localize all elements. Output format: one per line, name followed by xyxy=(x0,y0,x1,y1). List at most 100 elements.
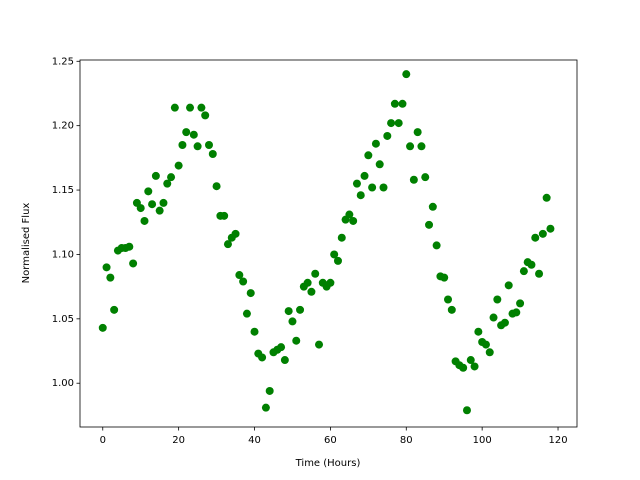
point xyxy=(531,233,540,242)
plot-frame xyxy=(79,59,578,428)
point xyxy=(504,281,513,290)
point xyxy=(265,386,274,395)
point xyxy=(368,183,377,192)
point xyxy=(106,273,115,282)
point xyxy=(421,173,430,182)
point xyxy=(356,191,365,200)
point xyxy=(136,204,145,213)
point xyxy=(220,211,229,220)
point xyxy=(186,103,195,112)
point xyxy=(398,99,407,108)
point xyxy=(474,327,483,336)
point xyxy=(129,259,138,268)
point xyxy=(246,289,255,298)
point xyxy=(345,210,354,219)
point xyxy=(485,348,494,357)
point xyxy=(512,308,521,317)
point xyxy=(204,140,213,149)
point xyxy=(493,295,502,304)
point xyxy=(375,160,384,169)
point xyxy=(371,139,380,148)
point xyxy=(394,119,403,128)
x-tick-label: 0 xyxy=(100,435,106,446)
point xyxy=(148,200,157,209)
point xyxy=(470,362,479,371)
point xyxy=(489,313,498,322)
point xyxy=(110,305,119,314)
point xyxy=(315,340,324,349)
point xyxy=(352,179,361,188)
x-tick-label: 80 xyxy=(400,435,413,446)
point xyxy=(277,343,286,352)
point xyxy=(307,287,316,296)
point xyxy=(140,216,149,225)
point xyxy=(197,103,206,112)
point xyxy=(333,256,342,265)
x-tick-label: 20 xyxy=(172,435,185,446)
point xyxy=(159,198,168,207)
point xyxy=(102,263,111,272)
point xyxy=(440,273,449,282)
point xyxy=(535,269,544,278)
point xyxy=(258,353,267,362)
point xyxy=(182,128,191,137)
point xyxy=(189,130,198,139)
x-tick-label: 40 xyxy=(248,435,261,446)
point xyxy=(311,269,320,278)
point xyxy=(364,151,373,160)
point xyxy=(417,142,426,151)
point xyxy=(516,299,525,308)
point xyxy=(284,307,293,316)
point xyxy=(379,183,388,192)
point xyxy=(167,173,176,182)
point xyxy=(428,202,437,211)
point xyxy=(98,323,107,332)
point xyxy=(462,406,471,415)
point xyxy=(390,99,399,108)
point xyxy=(432,241,441,250)
point xyxy=(330,250,339,259)
point xyxy=(459,363,468,372)
point xyxy=(303,278,312,287)
point xyxy=(261,403,270,412)
point xyxy=(406,142,415,151)
point xyxy=(208,150,217,159)
point xyxy=(292,336,301,345)
point xyxy=(360,171,369,180)
point xyxy=(288,317,297,326)
point xyxy=(235,271,244,280)
point xyxy=(280,356,289,365)
point xyxy=(201,111,210,120)
point xyxy=(231,229,240,238)
point xyxy=(326,278,335,287)
point xyxy=(387,119,396,128)
point xyxy=(296,305,305,314)
point xyxy=(250,327,259,336)
point xyxy=(542,193,551,202)
y-axis-label: Normalised Flux xyxy=(21,203,32,284)
point xyxy=(144,187,153,196)
point xyxy=(519,267,528,276)
point xyxy=(151,171,160,180)
point xyxy=(223,240,232,249)
point xyxy=(174,161,183,170)
point xyxy=(444,295,453,304)
point xyxy=(527,260,536,269)
point xyxy=(155,206,164,215)
point xyxy=(337,233,346,242)
x-axis-label: Time (Hours) xyxy=(295,458,361,469)
point xyxy=(178,140,187,149)
point xyxy=(447,305,456,314)
y-tick-label: 1.10 xyxy=(52,249,74,260)
x-tick-label: 60 xyxy=(324,435,337,446)
y-tick-label: 1.25 xyxy=(52,56,74,67)
point xyxy=(193,142,202,151)
point xyxy=(481,340,490,349)
y-tick-label: 1.20 xyxy=(52,121,74,132)
point xyxy=(538,229,547,238)
point xyxy=(239,277,248,286)
y-tick-label: 1.00 xyxy=(52,378,74,389)
y-tick-label: 1.05 xyxy=(52,314,74,325)
